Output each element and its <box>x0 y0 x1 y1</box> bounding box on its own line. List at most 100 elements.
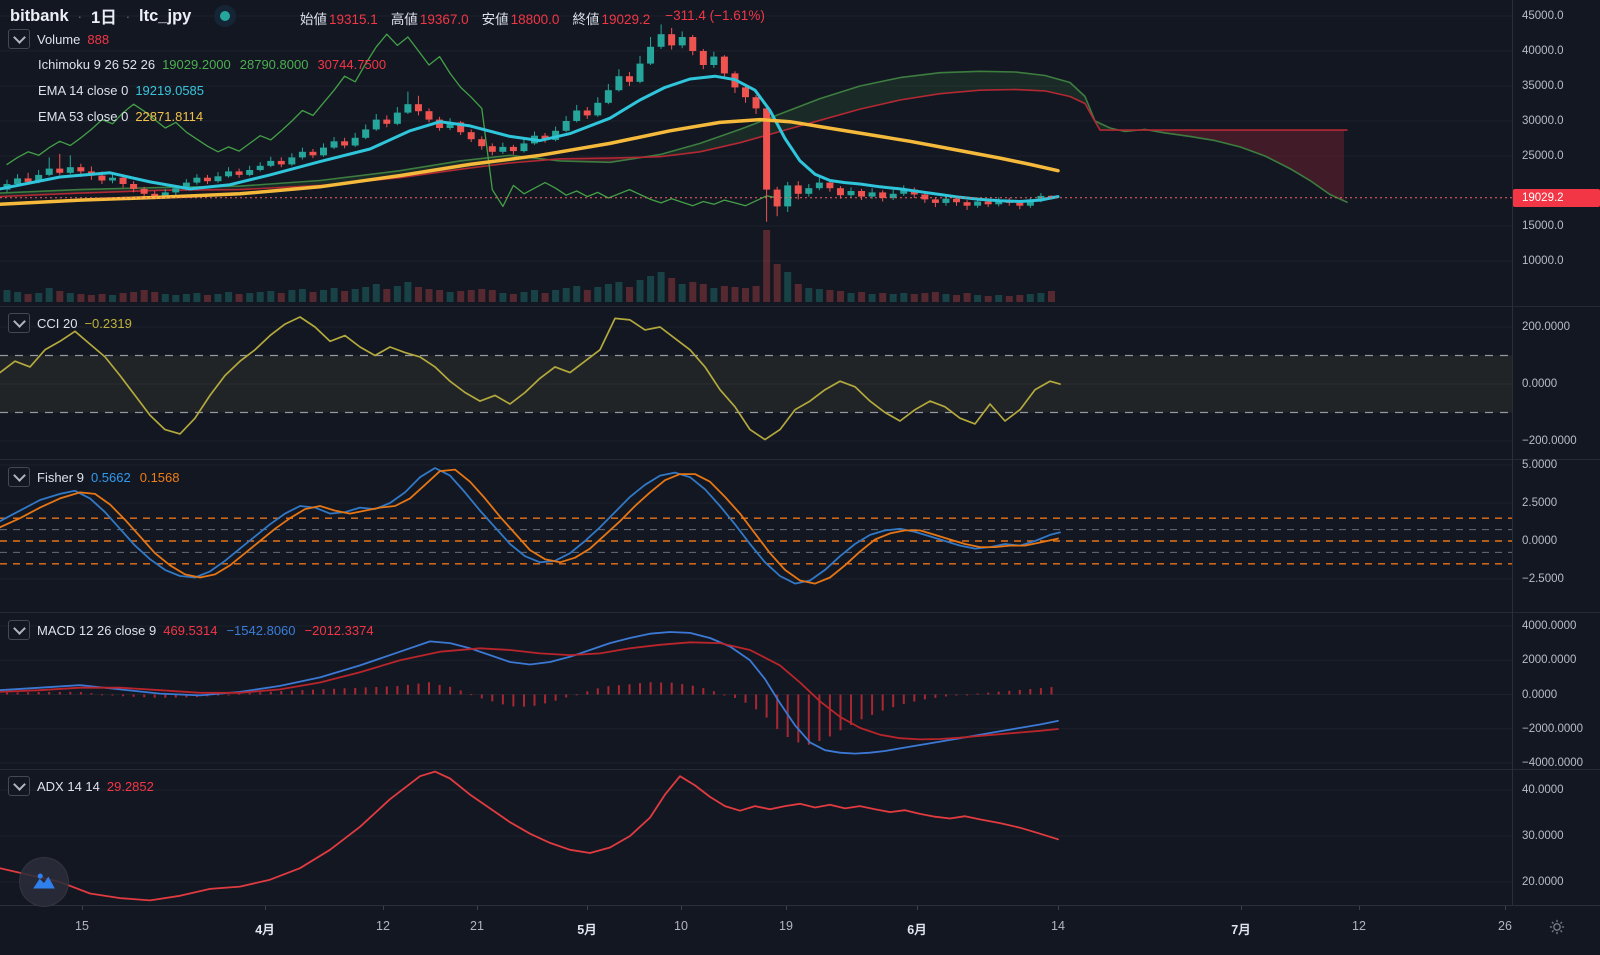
close-label: 終値 <box>572 12 600 27</box>
chevron-down-icon <box>12 469 26 482</box>
time-axis-label: 10 <box>674 919 688 933</box>
ema53-value: 22871.8114 <box>135 109 204 124</box>
exchange-name[interactable]: bitbank <box>10 6 69 25</box>
adx-title[interactable]: ADX 14 14 <box>37 778 100 794</box>
open-value: 19315.1 <box>329 12 378 27</box>
time-axis-label: 14 <box>1051 919 1065 933</box>
market-status-indicator[interactable] <box>214 5 237 27</box>
fisher-title[interactable]: Fisher 9 <box>37 469 84 485</box>
volume-value: 888 <box>87 31 110 47</box>
last-price-badge: 19029.2 <box>1513 189 1600 207</box>
chevron-down-icon <box>12 315 26 328</box>
time-axis-tick <box>681 906 682 910</box>
separator-dot: · <box>77 8 83 24</box>
low-label: 安値 <box>481 12 509 27</box>
ema14-value: 19219.0585 <box>135 83 205 98</box>
adx-legend-row: ADX 14 14 29.2852 <box>8 776 154 796</box>
pane-separator[interactable] <box>0 306 1600 307</box>
chart-plot-area[interactable] <box>0 0 1512 905</box>
interval-selector[interactable]: 1日 <box>91 9 117 27</box>
time-axis-tick <box>587 906 588 910</box>
macd-title[interactable]: MACD 12 26 close 9 <box>37 622 157 638</box>
low-value: 18800.0 <box>510 12 560 27</box>
chevron-down-icon <box>12 622 26 635</box>
pane-macd[interactable] <box>0 612 1512 769</box>
time-axis-label: 4月 <box>255 923 275 937</box>
price-axis-label: 10000.0 <box>1522 255 1564 267</box>
fisher-value-2: 0.1568 <box>139 469 180 485</box>
collapse-pane-button[interactable] <box>8 313 30 333</box>
price-axis-label: 5.0000 <box>1522 459 1558 471</box>
fisher-legend-row: Fisher 9 0.5662 0.1568 <box>8 467 180 487</box>
price-axis-label: 45000.0 <box>1522 10 1564 22</box>
time-axis-label: 12 <box>1352 919 1366 933</box>
collapse-pane-button[interactable] <box>8 467 30 487</box>
price-axis-label: 2.5000 <box>1522 497 1558 509</box>
time-axis-tick <box>1359 906 1360 910</box>
ema53-legend-row: EMA 53 close 0 22871.8114 <box>38 109 203 124</box>
price-axis-label: 20.0000 <box>1522 876 1564 888</box>
time-axis-label: 12 <box>376 919 390 933</box>
symbol-pair[interactable]: ltc_jpy <box>139 6 192 25</box>
pane-separator[interactable] <box>0 459 1600 460</box>
pane-separator[interactable] <box>0 612 1600 613</box>
change-value: −311.4 (−1.61%) <box>665 8 765 23</box>
time-axis[interactable]: 15 4月 12 21 5月 10 19 6月 14 7月 12 26 <box>0 905 1600 955</box>
close-value: 19029.2 <box>601 12 651 27</box>
time-axis-label: 15 <box>75 919 89 933</box>
time-axis-label: 19 <box>779 919 793 933</box>
cci-title[interactable]: CCI 20 <box>37 315 78 331</box>
ema53-label[interactable]: EMA 53 close 0 <box>38 109 129 124</box>
macd-legend-row: MACD 12 26 close 9 469.5314 −1542.8060 −… <box>8 620 374 640</box>
adx-value: 29.2852 <box>106 778 154 794</box>
price-axis-label: 0.0000 <box>1522 688 1558 701</box>
price-axis-label: 40000.0 <box>1522 45 1564 57</box>
pane-separator[interactable] <box>0 769 1600 770</box>
ichimoku-label[interactable]: Ichimoku 9 26 52 26 <box>38 57 156 72</box>
collapse-pane-button[interactable] <box>8 29 30 49</box>
time-axis-tick <box>265 906 266 910</box>
collapse-pane-button[interactable] <box>8 776 30 796</box>
price-axis-label: −4000.0000 <box>1522 757 1584 769</box>
price-axis-label: 200.0000 <box>1522 321 1570 333</box>
price-axis-label: 35000.0 <box>1522 80 1564 92</box>
macd-line-value: −1542.8060 <box>226 622 296 638</box>
price-axis[interactable]: 19029.2 45000.0 40000.0 35000.0 30000.0 2500… <box>1512 0 1600 905</box>
ichimoku-value-2: 28790.8000 <box>239 57 309 72</box>
volume-legend-row: Volume 888 <box>8 29 109 49</box>
chevron-down-icon <box>12 31 26 44</box>
collapse-pane-button[interactable] <box>8 620 30 640</box>
fisher-value-1: 0.5662 <box>90 469 131 485</box>
time-axis-label: 21 <box>470 919 484 933</box>
volume-label[interactable]: Volume <box>37 31 81 47</box>
settings-gear-icon[interactable] <box>1545 918 1569 942</box>
high-value: 19367.0 <box>419 12 469 27</box>
time-axis-tick <box>1058 906 1059 910</box>
pane-adx[interactable] <box>0 769 1512 905</box>
area-chart-icon <box>33 873 55 889</box>
time-axis-tick <box>786 906 787 910</box>
macd-hist-value: 469.5314 <box>163 622 218 638</box>
cci-value: −0.2319 <box>84 315 132 331</box>
time-axis-tick <box>1241 906 1242 910</box>
time-axis-tick <box>917 906 918 910</box>
pane-cci[interactable] <box>0 306 1512 459</box>
price-axis-label: 0.0000 <box>1522 535 1558 547</box>
price-axis-label: 30.0000 <box>1522 830 1564 842</box>
ichimoku-value-1: 19029.2000 <box>162 57 231 72</box>
time-axis-tick <box>82 906 83 910</box>
time-axis-tick <box>383 906 384 910</box>
price-axis-label: 30000.0 <box>1522 115 1564 127</box>
cci-legend-row: CCI 20 −0.2319 <box>8 313 132 333</box>
time-axis-label: 5月 <box>577 923 597 937</box>
chart-style-floating-button[interactable] <box>19 857 69 907</box>
ema14-legend-row: EMA 14 close 0 19219.0585 <box>38 83 204 98</box>
ichimoku-legend-row: Ichimoku 9 26 52 26 19029.2000 28790.800… <box>38 57 386 72</box>
volume-bars-layer <box>3 230 1055 302</box>
time-axis-tick <box>477 906 478 910</box>
pane-fisher[interactable] <box>0 459 1512 612</box>
pane-main[interactable] <box>0 0 1512 306</box>
price-axis-label: −200.0000 <box>1522 435 1577 447</box>
ema14-label[interactable]: EMA 14 close 0 <box>38 83 129 98</box>
